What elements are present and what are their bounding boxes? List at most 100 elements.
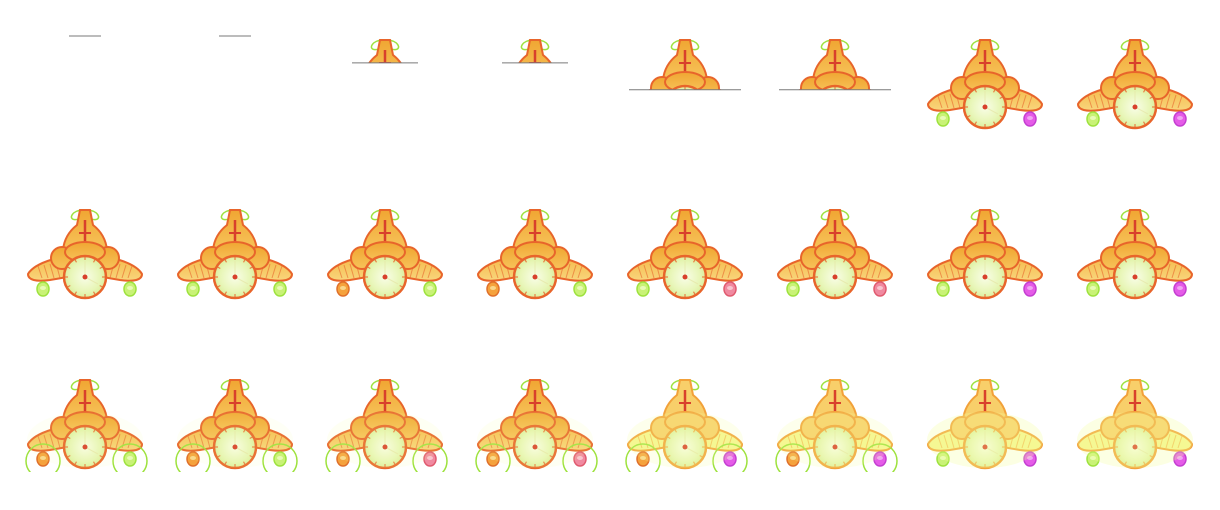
wheel-ring-right	[862, 443, 898, 472]
wheel-ring-right	[562, 443, 598, 472]
airplane-sprite	[776, 209, 894, 300]
sprite-frame	[760, 170, 910, 340]
wheel-left	[487, 112, 499, 126]
sprite-frame	[10, 0, 160, 170]
glow-overlay	[27, 412, 143, 468]
airplane-sprite	[1076, 39, 1194, 130]
gauge-center	[982, 104, 988, 110]
wheel-ring-left	[625, 443, 661, 472]
airplane-sprite	[779, 39, 891, 126]
wheel-left	[637, 112, 649, 126]
wheel-ring-right	[262, 443, 298, 472]
gauge-center	[833, 105, 838, 110]
gauge-center	[982, 274, 988, 280]
airplane-sprite	[926, 39, 1044, 130]
glow-overlay	[777, 412, 893, 468]
wheel-right	[724, 112, 736, 126]
engine-bump-right	[547, 77, 569, 99]
wing-left	[328, 85, 385, 111]
sprite-frame	[910, 0, 1060, 170]
gauge-center	[1132, 274, 1138, 280]
sprite-frame	[1060, 0, 1210, 170]
wheel-right	[424, 112, 436, 126]
glow-overlay	[627, 412, 743, 468]
wing-right	[535, 85, 592, 111]
airplane-sprite	[26, 209, 144, 300]
glow-overlay	[477, 412, 593, 468]
glow-overlay	[327, 412, 443, 468]
airplane-sprite	[926, 209, 1044, 300]
wheel-ring-left	[325, 443, 361, 472]
gauge-center	[232, 274, 238, 280]
airplane-sprite	[476, 209, 594, 300]
sprite-frame	[910, 170, 1060, 340]
sprite-frame	[10, 340, 160, 510]
wheel-ring-left	[475, 443, 511, 472]
engine-bump-left	[501, 77, 523, 99]
wheel-ring-right	[412, 443, 448, 472]
gauge-center	[232, 444, 238, 450]
gauge-center	[982, 444, 988, 450]
airplane-sprite	[325, 379, 448, 472]
wheel-ring-left	[775, 443, 811, 472]
airplane-sprite	[625, 379, 748, 472]
sprite-frame	[310, 0, 460, 170]
sprite-frame	[160, 340, 310, 510]
gauge-center	[82, 274, 88, 280]
gauge-dial	[364, 86, 406, 128]
gauge-center	[682, 274, 688, 280]
gauge-center	[682, 444, 688, 450]
gauge-center	[382, 444, 388, 450]
wing-left	[478, 85, 535, 111]
airplane-sprite	[176, 209, 294, 300]
sprite-frame	[610, 0, 760, 170]
sprite-frame	[460, 340, 610, 510]
glow-overlay	[1077, 412, 1193, 468]
airplane-sprite	[69, 35, 101, 37]
sprite-frame	[760, 0, 910, 170]
airplane-sprite	[629, 39, 741, 126]
wheel-ring-left	[175, 443, 211, 472]
sprite-frame	[760, 340, 910, 510]
airplane-sprite	[219, 35, 251, 37]
gauge-dial	[514, 86, 556, 128]
sprite-frame	[460, 0, 610, 170]
sprite-frame	[10, 170, 160, 340]
gauge-center	[1132, 104, 1138, 110]
airplane-sprite	[775, 379, 898, 472]
sprite-frame	[1060, 170, 1210, 340]
sprite-frame	[310, 170, 460, 340]
engine-bump-left	[351, 77, 373, 99]
gauge-dial	[670, 84, 700, 90]
gauge-center	[832, 444, 838, 450]
sprite-frame	[310, 340, 460, 510]
gauge-center	[1132, 444, 1138, 450]
airplane-sprite	[175, 379, 298, 472]
airplane-sprite	[478, 39, 592, 128]
sprite-frame	[160, 170, 310, 340]
wheel-right	[874, 112, 886, 126]
gauge-center	[382, 274, 388, 280]
airplane-sprite	[1076, 379, 1194, 470]
sprite-frame	[1060, 340, 1210, 510]
gauge-center	[683, 105, 688, 110]
gauge-center	[82, 444, 88, 450]
airplane-sprite	[326, 209, 444, 300]
airplane-sprite	[475, 379, 598, 472]
sprite-frame	[460, 170, 610, 340]
airplane-sprite	[626, 209, 744, 300]
gauge-center	[832, 274, 838, 280]
engine-bump-right	[397, 77, 419, 99]
sprite-frame	[610, 170, 760, 340]
glow-overlay	[177, 412, 293, 468]
wheel-right	[574, 112, 586, 126]
wheel-ring-right	[112, 443, 148, 472]
wheel-ring-right	[712, 443, 748, 472]
glow-overlay	[927, 412, 1043, 468]
wheel-left	[337, 112, 349, 126]
wing-right	[385, 85, 442, 111]
gauge-center	[383, 105, 388, 110]
wheel-left	[787, 112, 799, 126]
airplane-sprite	[25, 379, 148, 472]
